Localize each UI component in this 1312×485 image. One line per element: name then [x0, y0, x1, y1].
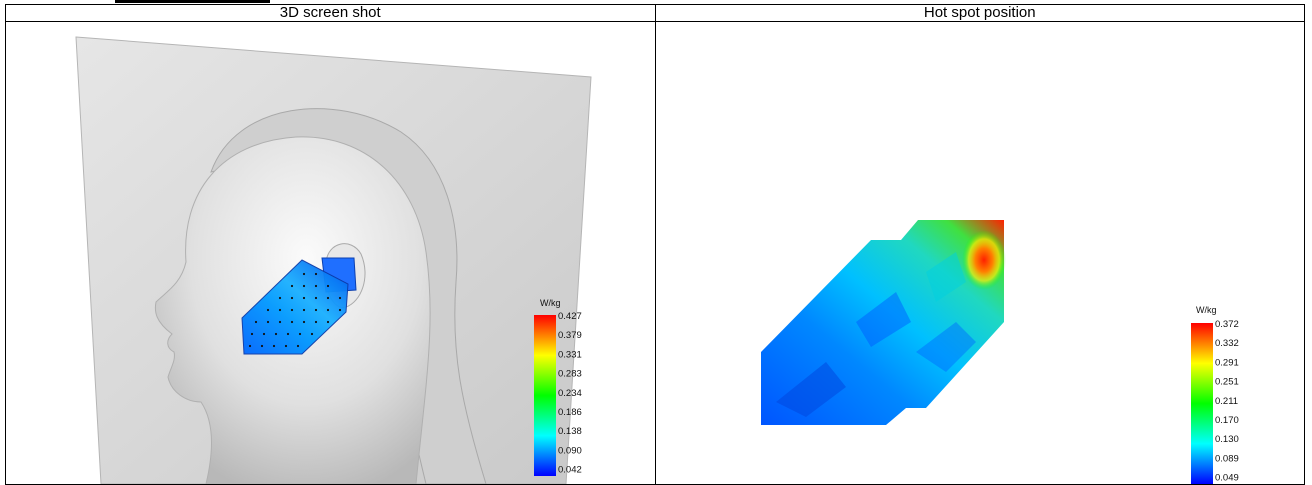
left-scale-tick-4: 0.234 — [558, 388, 582, 399]
right-scale-tick-3: 0.251 — [1215, 377, 1239, 388]
right-scale-tick-6: 0.130 — [1215, 434, 1239, 445]
left-scale-tick-8: 0.042 — [558, 465, 582, 476]
measurement-grid — [248, 272, 342, 348]
left-scale-tick-0: 0.427 — [558, 311, 582, 322]
sar-area-scan — [760, 220, 1006, 425]
right-scale-tick-1: 0.332 — [1215, 338, 1239, 349]
right-scale-tick-8: 0.049 — [1215, 473, 1239, 484]
left-scale-tick-1: 0.379 — [558, 330, 582, 341]
right-scale-tick-0: 0.372 — [1215, 319, 1239, 330]
left-scale-tick-6: 0.138 — [558, 426, 582, 437]
right-column-header: Hot spot position — [654, 4, 1305, 22]
right-scale-tick-4: 0.211 — [1215, 396, 1238, 407]
right-scale-tick-2: 0.291 — [1215, 357, 1239, 368]
left-scale-tick-7: 0.090 — [558, 445, 582, 456]
right-scale-ticks: 0.372 0.332 0.291 0.251 0.211 0.170 0.130 0.089… — [1215, 319, 1239, 484]
right-scale-tick-7: 0.089 — [1215, 453, 1239, 464]
left-scale-unit: W/kg — [540, 298, 561, 308]
left-color-scale: W/kg 0.427 0.379 0.331 0.283 0.234 0.186 0.138… — [534, 298, 582, 476]
hot-spot-peak — [961, 230, 1006, 290]
right-color-scale: W/kg 0.372 0.332 0.291 0.251 0.211 0.170 0.130… — [1190, 305, 1239, 484]
sar-scan-area — [241, 259, 349, 355]
screenshot-3d-cell: W/kg 0.427 0.379 0.331 0.283 0.234 0.186 0.138… — [5, 21, 656, 485]
right-scale-bar — [1190, 323, 1213, 484]
sar-results-table: 3D screen shot Hot spot position — [5, 4, 1305, 485]
right-scale-unit: W/kg — [1196, 305, 1217, 315]
left-scale-tick-2: 0.331 — [558, 349, 582, 360]
hot-spot-map: W/kg 0.372 0.332 0.291 0.251 0.211 0.170 0.130… — [760, 220, 1239, 484]
phantom-3d-view: W/kg 0.427 0.379 0.331 0.283 0.234 0.186 0.138… — [75, 36, 592, 484]
hot-spot-cell: W/kg 0.372 0.332 0.291 0.251 0.211 0.170 0.130… — [654, 21, 1305, 485]
left-scale-ticks: 0.427 0.379 0.331 0.283 0.234 0.186 0.138 0.090… — [558, 311, 582, 476]
left-scale-tick-3: 0.283 — [558, 369, 582, 380]
left-scale-tick-5: 0.186 — [558, 407, 582, 418]
left-column-header: 3D screen shot — [5, 4, 656, 22]
left-scale-bar — [534, 315, 556, 476]
right-scale-tick-5: 0.170 — [1215, 415, 1239, 426]
header-rule — [115, 0, 270, 3]
